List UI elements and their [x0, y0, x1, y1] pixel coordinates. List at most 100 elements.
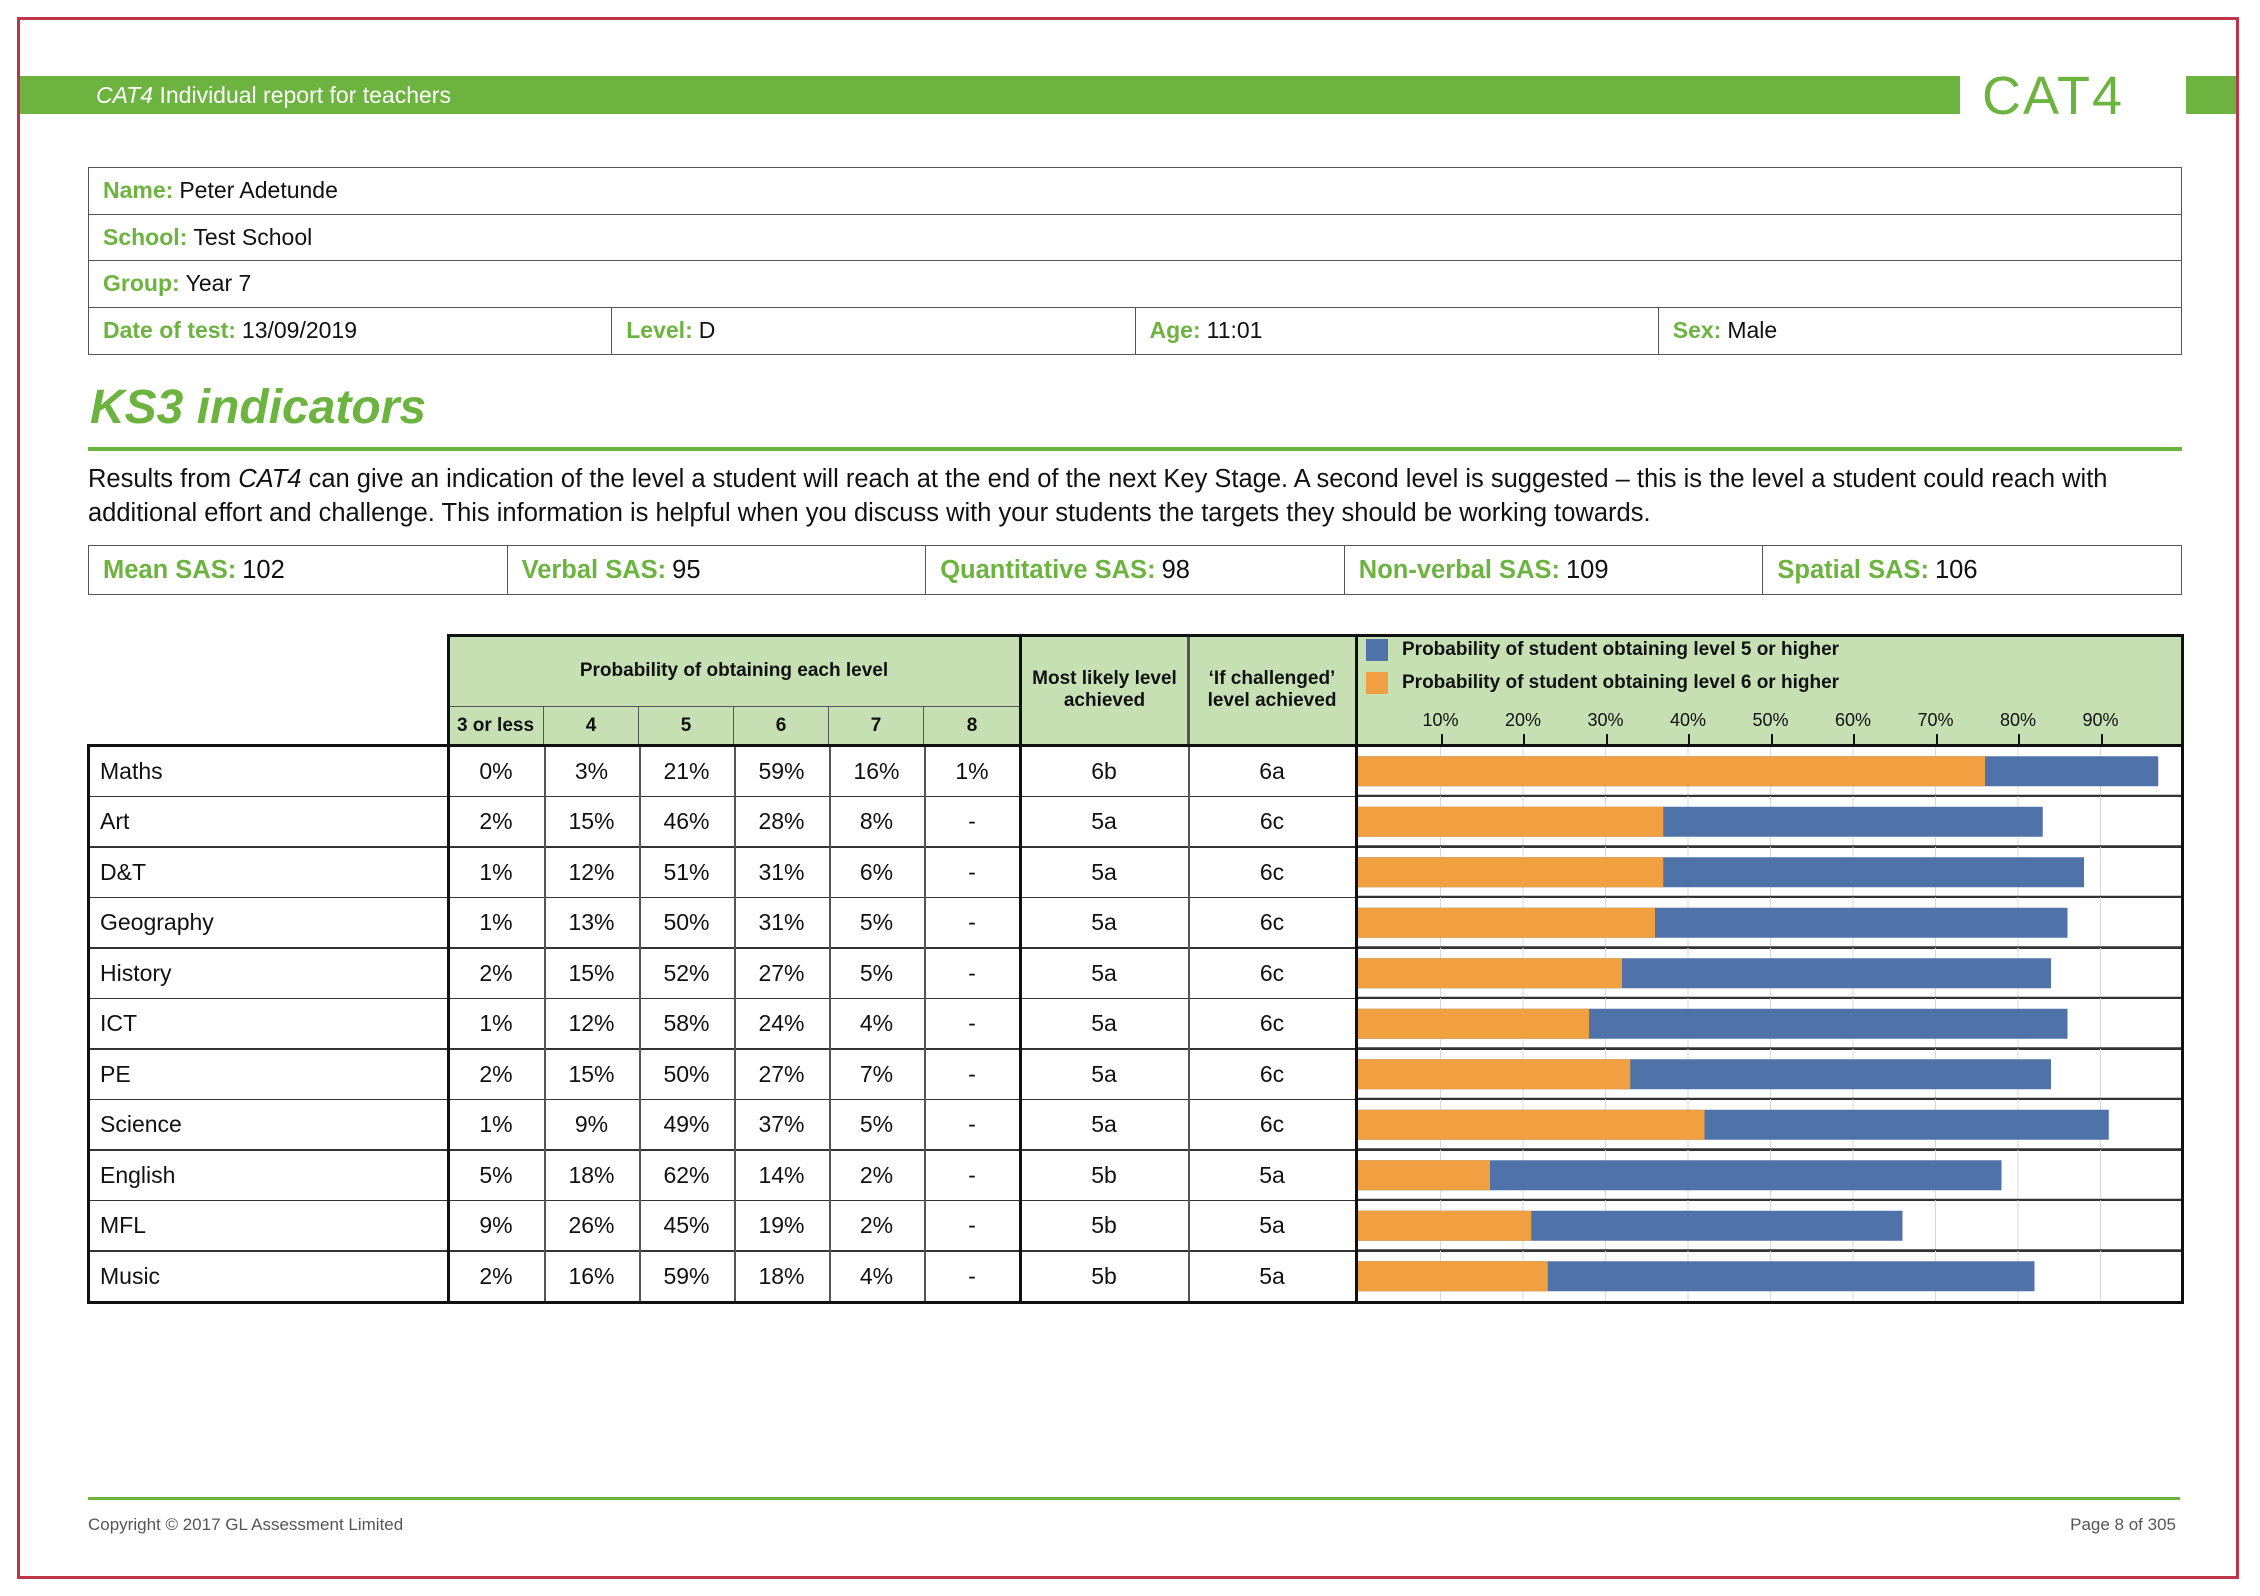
prob-cell: 24% [758, 1010, 805, 1037]
challenged-cell: 6c [1259, 1111, 1285, 1138]
prob-cell: 27% [758, 1060, 805, 1087]
prob-cell: 16% [853, 757, 900, 784]
legend-swatch-blue [1366, 639, 1388, 661]
level-header-3: 3 or less [448, 706, 544, 744]
most-likely-cell: 5a [1091, 1010, 1117, 1037]
prob-cell: 31% [758, 858, 805, 885]
prob-cell: - [968, 1161, 976, 1188]
svg-text:CAT4: CAT4 [1982, 66, 2124, 126]
x-tick-label: 20% [1504, 710, 1542, 730]
prob-cell: 4% [859, 1262, 894, 1289]
age-field: Age: 11:01 [1136, 307, 1659, 354]
bar-level6-7 [1358, 1109, 1705, 1140]
challenged-cell: 5a [1259, 1212, 1285, 1239]
bar-level6-1 [1358, 806, 1664, 837]
page-number: Page 8 of 305 [2070, 1515, 2176, 1534]
challenged-cell: 6c [1259, 909, 1285, 936]
prob-cell: 2% [859, 1212, 894, 1239]
prob-cell: - [968, 909, 976, 936]
column-divider [829, 744, 831, 1304]
prob-cell: 51% [663, 858, 710, 885]
subject-label: Geography [100, 909, 214, 936]
probability-chart [1356, 744, 2182, 1304]
prob-cell: 15% [568, 1060, 615, 1087]
sas-mean: Mean SAS: 102 [89, 546, 508, 594]
row-divider [88, 1048, 2182, 1050]
chart-header [1356, 636, 2182, 744]
date-field: Date of test: 13/09/2019 [89, 307, 613, 354]
column-divider [924, 744, 926, 1304]
prob-cell: - [968, 1111, 976, 1138]
sas-nonverbal: Non-verbal SAS: 109 [1345, 546, 1764, 594]
x-tick-mark [1770, 734, 1773, 744]
most-likely-cell: 6b [1091, 757, 1117, 784]
school-field: School: Test School [103, 223, 313, 250]
row-divider [88, 997, 2182, 999]
column-divider [734, 744, 736, 1304]
x-tick-label: 10% [1422, 710, 1459, 730]
prob-cell: 14% [758, 1161, 805, 1188]
bar-level6-2 [1358, 857, 1664, 888]
prob-header: Probability of obtaining each level [448, 636, 1020, 706]
table-top-border [447, 634, 2184, 637]
prob-cell: 5% [859, 1111, 894, 1138]
subject-label: Art [100, 808, 130, 835]
x-tick-label: 40% [1669, 710, 1707, 730]
bar-level6-6 [1358, 1059, 1631, 1090]
prob-cell: 18% [568, 1161, 615, 1188]
x-tick-label: 60% [1834, 710, 1872, 730]
prob-cell: 18% [758, 1262, 805, 1289]
prob-cell: 13% [568, 909, 615, 936]
x-tick-mark [1688, 734, 1690, 744]
prob-cell: 2% [479, 808, 513, 835]
prob-cell: 12% [568, 858, 615, 885]
row-divider [88, 846, 2182, 848]
prob-cell: 12% [568, 1010, 615, 1037]
sex-field: Sex: Male [1672, 317, 1778, 344]
x-tick-mark [2018, 734, 2020, 744]
bar-level6-9 [1358, 1210, 1532, 1241]
bar-level6-4 [1358, 958, 1622, 989]
level-header-8: 8 [924, 706, 1020, 744]
prob-cell: 2% [479, 1262, 513, 1289]
x-tick-mark [1935, 734, 1938, 744]
prob-cell: - [968, 1262, 976, 1289]
subject-label: Science [100, 1111, 182, 1138]
report-title: CAT4 Individual report for teachers [96, 82, 451, 108]
prob-cell: 7% [859, 1060, 894, 1087]
most-likely-cell: 5b [1091, 1161, 1117, 1188]
level-header-6: 6 [734, 706, 829, 744]
x-tick-label: 90% [2082, 710, 2119, 730]
prob-cell: - [968, 808, 976, 835]
prob-cell: 26% [568, 1212, 615, 1239]
prob-cell: 6% [859, 858, 894, 885]
prob-cell: 28% [758, 808, 805, 835]
prob-cell: - [968, 959, 976, 986]
challenged-cell: 6c [1259, 808, 1285, 835]
prob-cell: 59% [663, 1262, 710, 1289]
level-header-5: 5 [639, 706, 734, 744]
subject-label: English [100, 1161, 176, 1188]
x-tick-label: 30% [1587, 710, 1624, 730]
sas-verbal: Verbal SAS: 95 [508, 546, 927, 594]
prob-cell: 45% [663, 1212, 710, 1239]
column-divider [544, 744, 546, 1304]
prob-cell: 15% [568, 959, 615, 986]
column-divider [1188, 744, 1190, 1304]
challenged-cell: 6c [1259, 858, 1285, 885]
prob-cell: 2% [479, 1060, 513, 1087]
legend-level5: Probability of student obtaining level 5… [1366, 639, 1839, 661]
header-bar-right [2186, 76, 2236, 114]
prob-cell: - [968, 858, 976, 885]
prob-cell: 5% [479, 1161, 513, 1188]
prob-cell: 50% [663, 909, 710, 936]
prob-cell: 5% [859, 909, 894, 936]
prob-cell: 31% [758, 909, 805, 936]
prob-cell: 21% [663, 757, 710, 784]
challenged-header: ‘If challenged’ level achieved [1188, 636, 1356, 744]
x-tick-label: 80% [1999, 710, 2037, 730]
sas-scores: Mean SAS: 102 Verbal SAS: 95 Quantitative … [88, 545, 2182, 595]
prob-cell: 50% [663, 1060, 710, 1087]
prob-cell: 52% [663, 959, 710, 986]
row-divider [88, 1149, 2182, 1151]
